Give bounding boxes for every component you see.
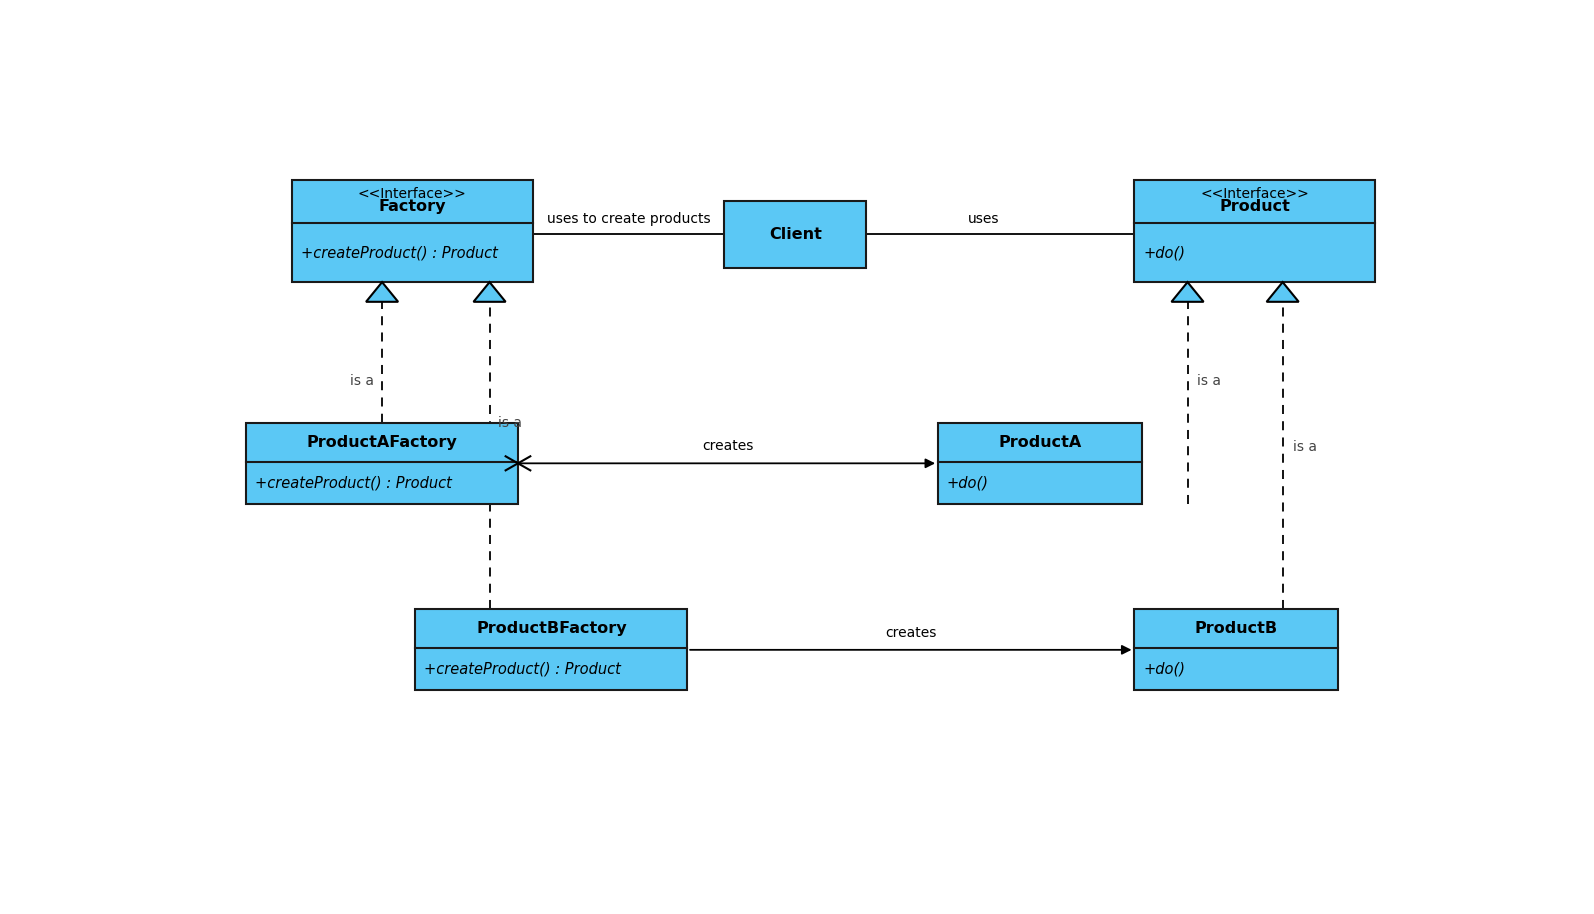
Text: is a: is a — [351, 374, 375, 388]
Text: is a: is a — [1293, 441, 1317, 454]
Text: +do(): +do() — [947, 475, 988, 490]
Bar — [292, 180, 532, 282]
Bar — [1135, 180, 1376, 282]
Text: Factory: Factory — [379, 199, 446, 214]
Text: <<Interface>>: <<Interface>> — [1200, 186, 1309, 201]
Polygon shape — [1267, 282, 1299, 302]
Text: +do(): +do() — [1143, 245, 1184, 260]
Polygon shape — [1172, 282, 1203, 302]
Text: ProductBFactory: ProductBFactory — [477, 622, 626, 636]
Text: ProductAFactory: ProductAFactory — [306, 435, 457, 450]
Text: uses: uses — [968, 212, 999, 226]
Text: creates: creates — [885, 625, 937, 640]
Polygon shape — [367, 282, 398, 302]
Text: ProductA: ProductA — [998, 435, 1082, 450]
Text: ProductB: ProductB — [1196, 622, 1278, 636]
Bar — [416, 610, 687, 690]
Bar — [937, 423, 1141, 504]
Text: uses to create products: uses to create products — [547, 212, 711, 226]
Text: +createProduct() : Product: +createProduct() : Product — [255, 475, 451, 490]
Text: +createProduct() : Product: +createProduct() : Product — [424, 662, 622, 676]
Polygon shape — [473, 282, 505, 302]
Text: is a: is a — [499, 416, 523, 430]
Bar — [245, 423, 518, 504]
Bar — [1135, 610, 1339, 690]
Text: creates: creates — [703, 439, 754, 453]
Text: Product: Product — [1219, 199, 1290, 214]
Text: Client: Client — [768, 227, 823, 242]
Text: +createProduct() : Product: +createProduct() : Product — [301, 245, 497, 260]
Bar — [724, 201, 867, 268]
Text: <<Interface>>: <<Interface>> — [359, 186, 467, 201]
Text: is a: is a — [1197, 374, 1221, 388]
Text: +do(): +do() — [1143, 662, 1184, 676]
